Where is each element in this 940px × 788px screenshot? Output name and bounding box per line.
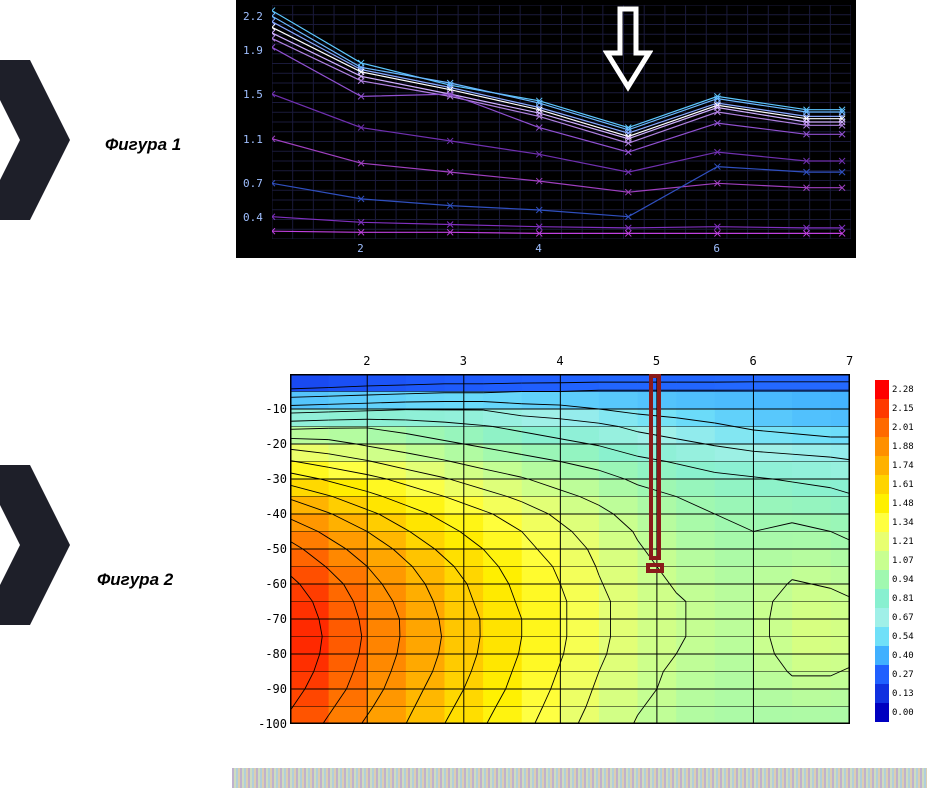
legend-value: 0.94 <box>892 575 914 585</box>
arrow-down-icon <box>603 5 653 95</box>
legend-value: 0.27 <box>892 670 914 680</box>
color-scale-legend: 2.28 2.15 2.01 1.88 1.74 1.61 1.48 1.34 1.21 1.07… <box>875 380 925 722</box>
legend-entry: 0.00 <box>875 703 925 722</box>
legend-value: 0.40 <box>892 651 914 661</box>
legend-value: 0.00 <box>892 708 914 718</box>
figure1-label: Фигура 1 <box>105 135 181 155</box>
legend-entry: 0.81 <box>875 589 925 608</box>
legend-value: 2.15 <box>892 404 914 414</box>
legend-entry: 1.34 <box>875 513 925 532</box>
legend-entry: 0.13 <box>875 684 925 703</box>
legend-value: 2.28 <box>892 385 914 395</box>
legend-value: 1.88 <box>892 442 914 452</box>
legend-entry: 0.40 <box>875 646 925 665</box>
legend-entry: 0.27 <box>875 665 925 684</box>
figure2-label: Фигура 2 <box>97 570 173 590</box>
legend-entry: 0.94 <box>875 570 925 589</box>
legend-value: 0.13 <box>892 689 914 699</box>
legend-entry: 2.01 <box>875 418 925 437</box>
legend-entry: 0.67 <box>875 608 925 627</box>
legend-value: 1.48 <box>892 499 914 509</box>
legend-value: 2.01 <box>892 423 914 433</box>
legend-value: 0.81 <box>892 594 914 604</box>
legend-entry: 1.74 <box>875 456 925 475</box>
legend-value: 1.34 <box>892 518 914 528</box>
legend-value: 1.21 <box>892 537 914 547</box>
legend-value: 1.07 <box>892 556 914 566</box>
legend-entry: 1.07 <box>875 551 925 570</box>
legend-entry: 2.28 <box>875 380 925 399</box>
legend-value: 1.74 <box>892 461 914 471</box>
chevron-marker-1 <box>0 60 70 220</box>
legend-value: 0.54 <box>892 632 914 642</box>
legend-value: 1.61 <box>892 480 914 490</box>
marker-box <box>646 563 664 573</box>
chevron-marker-2 <box>0 465 70 625</box>
marker-rectangle <box>649 374 661 560</box>
legend-value: 0.67 <box>892 613 914 623</box>
legend-entry: 1.61 <box>875 475 925 494</box>
legend-entry: 1.48 <box>875 494 925 513</box>
legend-entry: 0.54 <box>875 627 925 646</box>
noise-band <box>232 768 927 788</box>
legend-entry: 2.15 <box>875 399 925 418</box>
figure2-chart: 234567-10-20-30-40-50-60-70-80-90-100 2.… <box>245 350 925 735</box>
figure1-chart: 0.40.71.11.51.92.2246 <box>236 0 856 258</box>
legend-entry: 1.88 <box>875 437 925 456</box>
legend-entry: 1.21 <box>875 532 925 551</box>
